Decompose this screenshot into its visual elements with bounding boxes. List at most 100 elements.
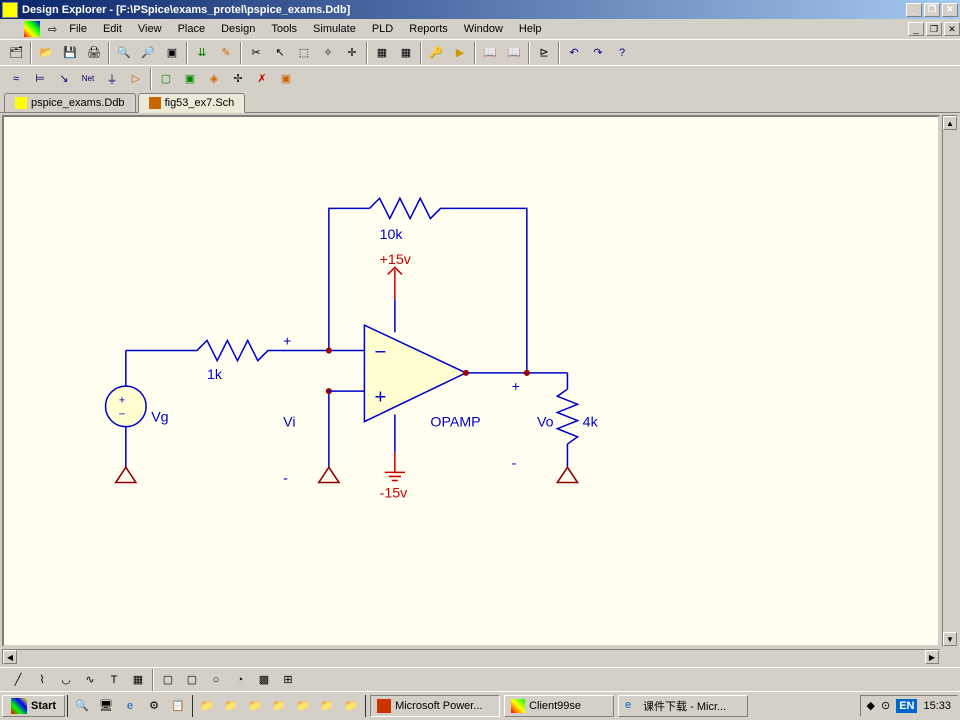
- menu-arrow-icon[interactable]: ⇨: [48, 23, 57, 36]
- mdi-close-button[interactable]: ✕: [944, 22, 960, 36]
- align-icon[interactable]: ⊵: [533, 42, 555, 64]
- start-button[interactable]: Start: [2, 695, 65, 717]
- book2-icon[interactable]: 📖: [503, 42, 525, 64]
- language-indicator[interactable]: EN: [896, 699, 917, 713]
- close-button[interactable]: ✕: [942, 3, 958, 17]
- quick-desktop-icon[interactable]: 🖥: [95, 695, 117, 717]
- menu-edit[interactable]: Edit: [95, 21, 130, 37]
- quick-folder1-icon[interactable]: 📁: [196, 695, 218, 717]
- clock[interactable]: 15:33: [923, 700, 951, 712]
- book1-icon[interactable]: 📖: [479, 42, 501, 64]
- quick-folder2-icon[interactable]: 📁: [220, 695, 242, 717]
- tray-icon1[interactable]: ◆: [867, 699, 875, 712]
- hierarchy-up-icon[interactable]: ✎: [215, 42, 237, 64]
- quick-folder4-icon[interactable]: 📁: [268, 695, 290, 717]
- menu-place[interactable]: Place: [170, 21, 214, 37]
- rect-icon[interactable]: ▢: [157, 669, 179, 691]
- noerror-icon[interactable]: ✗: [251, 68, 273, 90]
- menu-reports[interactable]: Reports: [401, 21, 456, 37]
- svg-text:+: +: [119, 394, 126, 406]
- quick-folder5-icon[interactable]: 📁: [292, 695, 314, 717]
- stimulus-icon[interactable]: ▣: [275, 68, 297, 90]
- bus-entry-icon[interactable]: ↘: [53, 68, 75, 90]
- scroll-up-button[interactable]: ▲: [943, 116, 957, 130]
- menu-view[interactable]: View: [130, 21, 170, 37]
- quick-folder6-icon[interactable]: 📁: [316, 695, 338, 717]
- select-icon[interactable]: ↖: [269, 42, 291, 64]
- tray-icon2[interactable]: ⊙: [881, 699, 890, 712]
- sheet-symbol-icon[interactable]: ▢: [155, 68, 177, 90]
- undo-icon[interactable]: ↶: [563, 42, 585, 64]
- svg-text:−: −: [119, 409, 126, 421]
- image-icon[interactable]: ▩: [253, 669, 275, 691]
- text-icon[interactable]: T: [103, 669, 125, 691]
- task-client99se[interactable]: Client99se: [504, 695, 614, 717]
- redo-icon[interactable]: ↷: [587, 42, 609, 64]
- menu-window[interactable]: Window: [456, 21, 511, 37]
- save-icon[interactable]: 💾: [59, 42, 81, 64]
- polyline-icon[interactable]: ⌇: [31, 669, 53, 691]
- key-icon[interactable]: 🔑: [425, 42, 447, 64]
- task-ie[interactable]: e 课件下载 - Micr...: [618, 695, 748, 717]
- schematic-canvas[interactable]: 10k +15v 1k + + − Vg: [2, 115, 940, 647]
- tree-icon[interactable]: 🗂: [5, 42, 27, 64]
- bezier-icon[interactable]: ∿: [79, 669, 101, 691]
- quick-ie-icon[interactable]: e: [119, 695, 141, 717]
- vertical-scrollbar[interactable]: ▲ ▼: [942, 115, 958, 647]
- main-toolbar: 🗂 📂 💾 🖨 🔍 🔎 ▣ ⇊ ✎ ✂ ↖ ⬚ ✧ ✛ ▦ ▦ 🔑 ▶ 📖 📖 …: [0, 39, 960, 65]
- ellipse-icon[interactable]: ○: [205, 669, 227, 691]
- quick-folder3-icon[interactable]: 📁: [244, 695, 266, 717]
- junction-icon[interactable]: ✢: [227, 68, 249, 90]
- print-icon[interactable]: 🖨: [83, 42, 105, 64]
- maximize-button[interactable]: ❐: [924, 3, 940, 17]
- help-icon[interactable]: ?: [611, 42, 633, 64]
- wire-icon[interactable]: ≈: [5, 68, 27, 90]
- round-rect-icon[interactable]: ▢: [181, 669, 203, 691]
- quick-folder7-icon[interactable]: 📁: [340, 695, 362, 717]
- hierarchy-down-icon[interactable]: ⇊: [191, 42, 213, 64]
- play-icon[interactable]: ▶: [449, 42, 471, 64]
- cut-icon[interactable]: ✂: [245, 42, 267, 64]
- minimize-button[interactable]: _: [906, 3, 922, 17]
- zoom-fit-icon[interactable]: ▣: [161, 42, 183, 64]
- quick-tool2-icon[interactable]: 📋: [167, 695, 189, 717]
- part-icon[interactable]: ▷: [125, 68, 147, 90]
- task-powerpoint[interactable]: Microsoft Power...: [370, 695, 500, 717]
- horizontal-scrollbar[interactable]: ◀ ▶: [2, 649, 940, 665]
- scroll-down-button[interactable]: ▼: [943, 632, 957, 646]
- frame-icon[interactable]: ▦: [127, 669, 149, 691]
- menu-design[interactable]: Design: [213, 21, 263, 37]
- move-icon[interactable]: ✧: [317, 42, 339, 64]
- array-icon[interactable]: ⊞: [277, 669, 299, 691]
- ground-icon[interactable]: ⏚: [101, 68, 123, 90]
- menu-simulate[interactable]: Simulate: [305, 21, 364, 37]
- net-label-icon[interactable]: Net: [77, 68, 99, 90]
- quick-tool1-icon[interactable]: ⚙: [143, 695, 165, 717]
- cross-icon[interactable]: ✛: [341, 42, 363, 64]
- zoom-in-icon[interactable]: 🔍: [113, 42, 135, 64]
- menu-tools[interactable]: Tools: [263, 21, 305, 37]
- marquee-icon[interactable]: ⬚: [293, 42, 315, 64]
- line-icon[interactable]: ╱: [7, 669, 29, 691]
- pie-icon[interactable]: ◔: [229, 669, 251, 691]
- menu-help[interactable]: Help: [511, 21, 550, 37]
- scroll-right-button[interactable]: ▶: [925, 650, 939, 664]
- quick-search-icon[interactable]: 🔍: [71, 695, 93, 717]
- mdi-minimize-button[interactable]: _: [908, 22, 924, 36]
- sheet2-icon[interactable]: ▦: [395, 42, 417, 64]
- port-icon[interactable]: ◈: [203, 68, 225, 90]
- mdi-maximize-button[interactable]: ❐: [926, 22, 942, 36]
- scroll-left-button[interactable]: ◀: [3, 650, 17, 664]
- arc-icon[interactable]: ◡: [55, 669, 77, 691]
- menu-file[interactable]: File: [61, 21, 95, 37]
- sheet-entry-icon[interactable]: ▣: [179, 68, 201, 90]
- menu-pld[interactable]: PLD: [364, 21, 401, 37]
- open-icon[interactable]: 📂: [35, 42, 57, 64]
- label-minus-out: -: [512, 455, 517, 471]
- tab-ddb[interactable]: pspice_exams.Ddb: [4, 93, 136, 112]
- zoom-out-icon[interactable]: 🔎: [137, 42, 159, 64]
- tab-sch[interactable]: fig53_ex7.Sch: [138, 93, 246, 113]
- sheet1-icon[interactable]: ▦: [371, 42, 393, 64]
- label-vminus: -15v: [380, 486, 409, 502]
- bus-icon[interactable]: ⊨: [29, 68, 51, 90]
